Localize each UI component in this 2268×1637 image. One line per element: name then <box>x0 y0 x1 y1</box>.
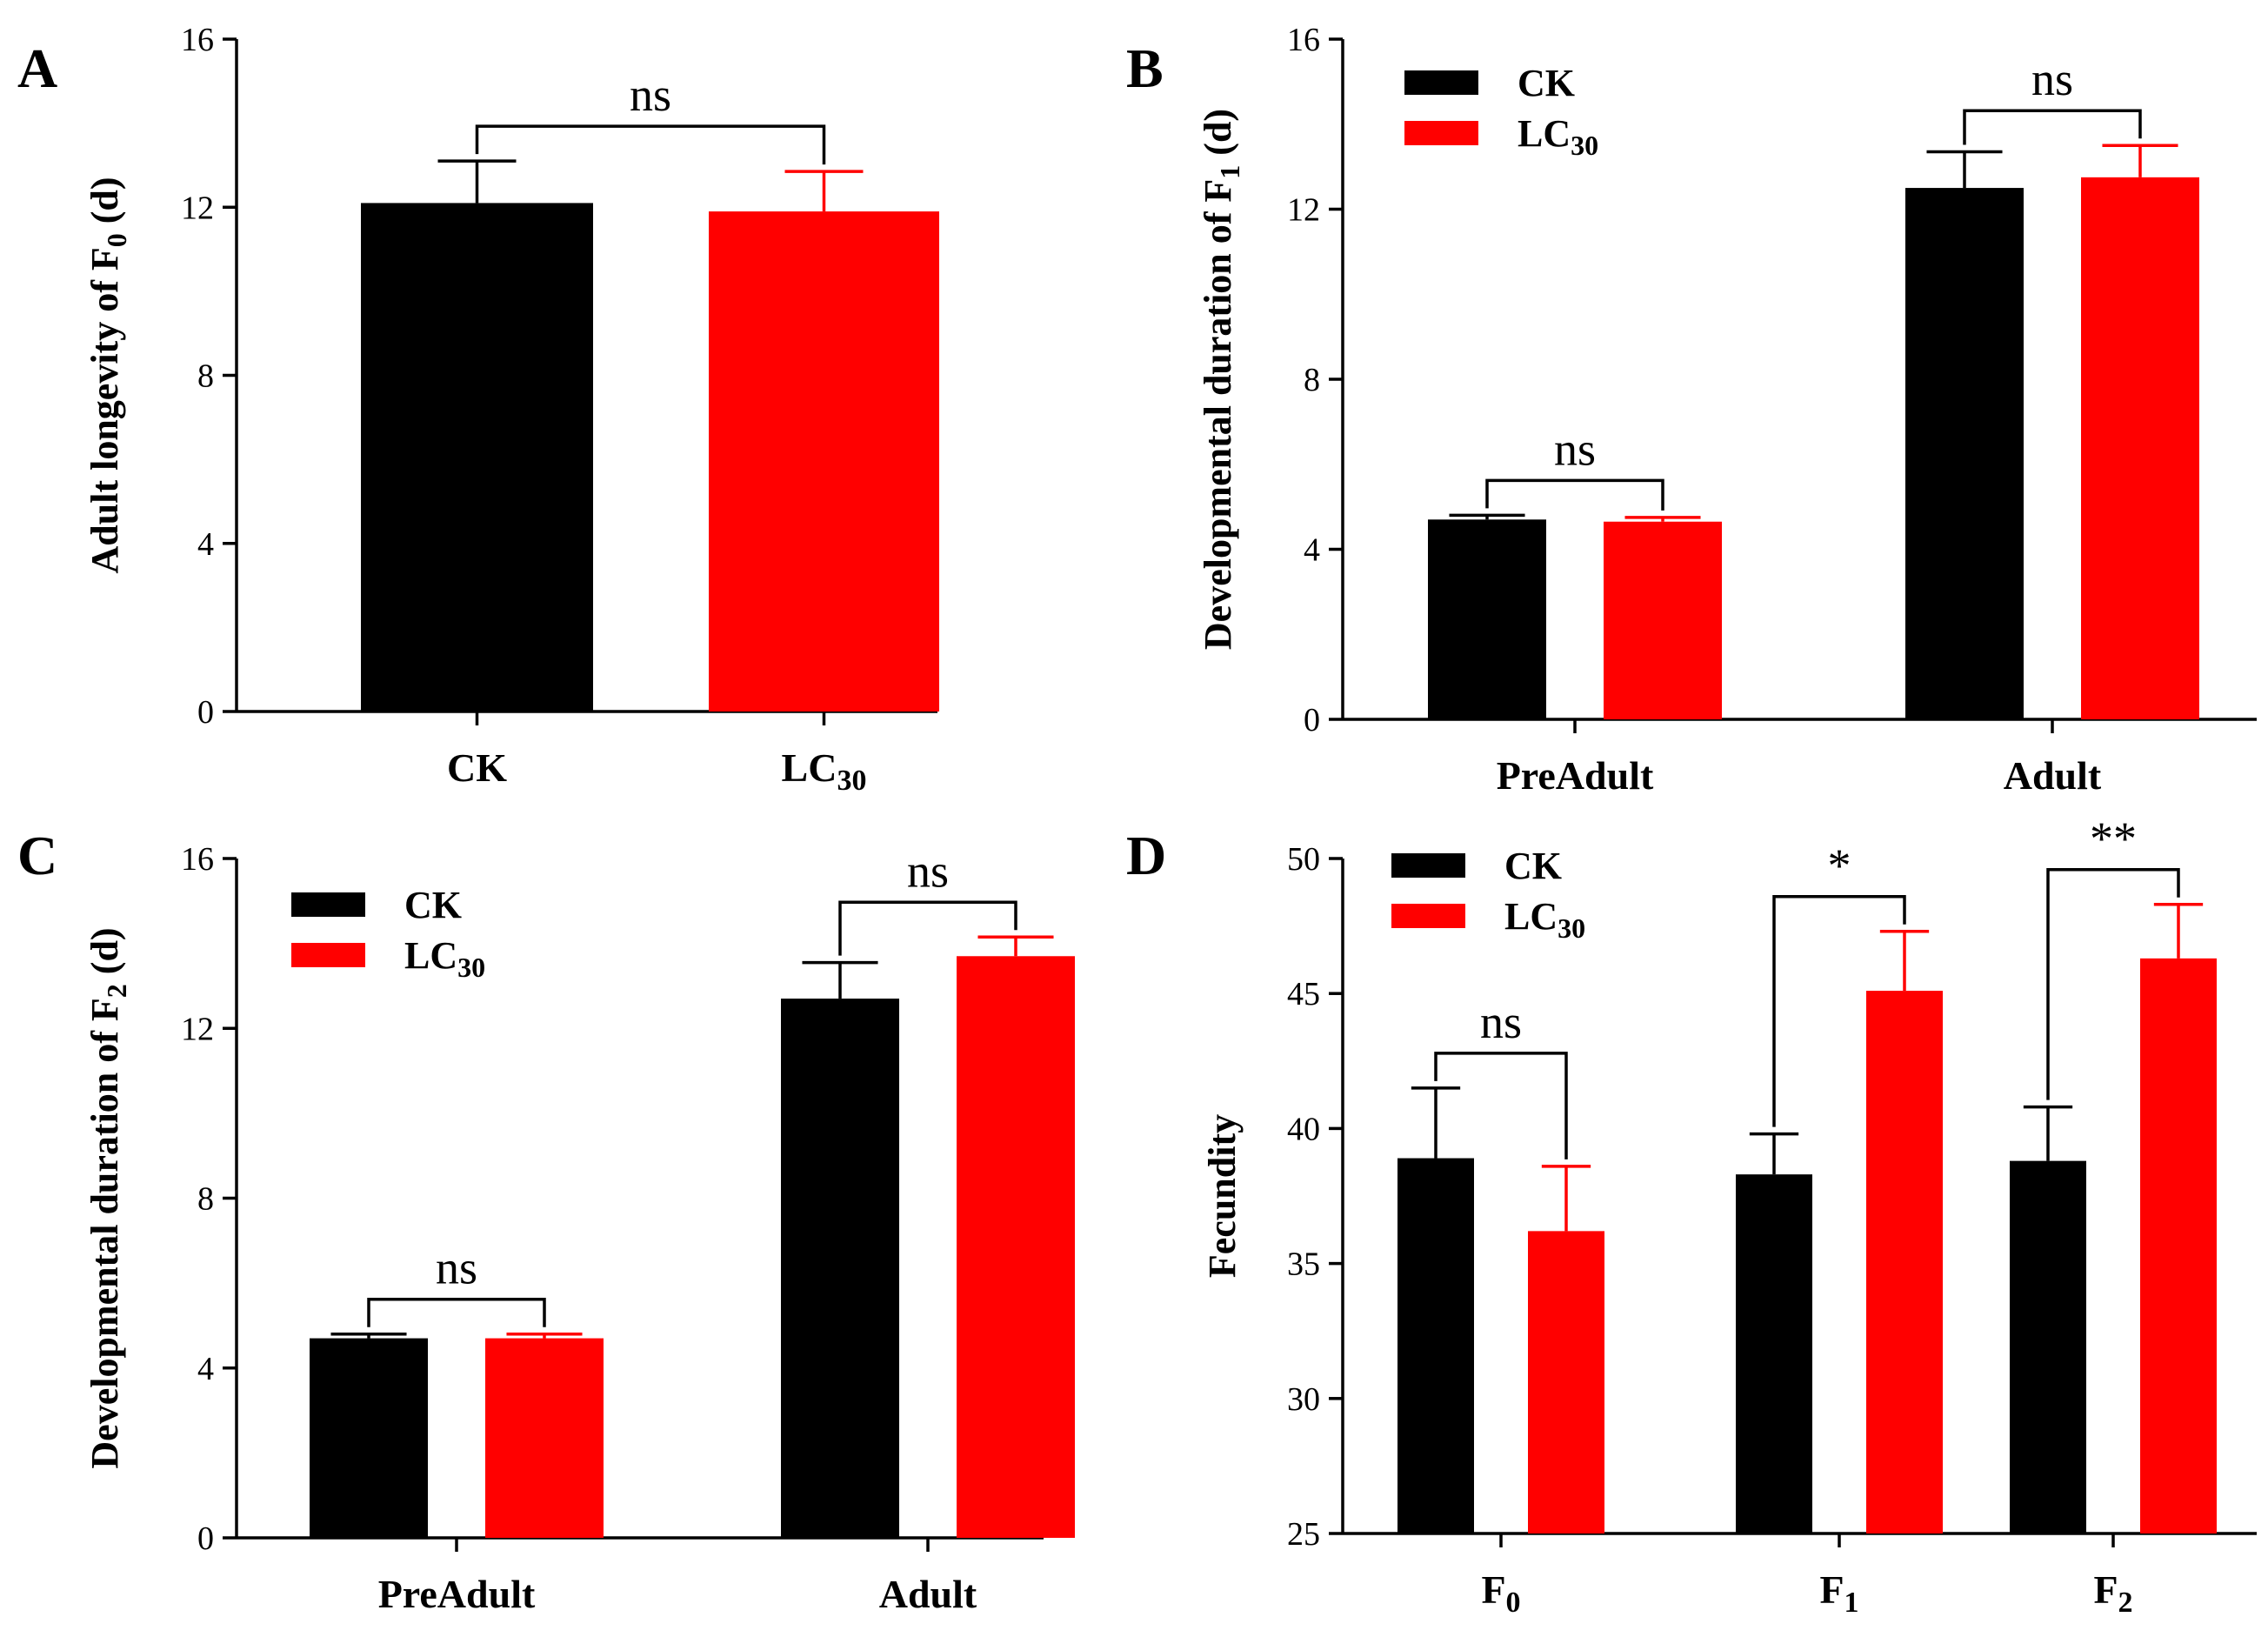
y-tick-label: 16 <box>181 841 214 878</box>
legend-label: LC30 <box>1504 895 1585 944</box>
y-tick-label: 30 <box>1287 1381 1320 1418</box>
y-axis-title: Fecundity <box>1201 1114 1244 1278</box>
significance-bracket <box>1485 478 1664 511</box>
y-tick-label: 0 <box>197 1520 214 1557</box>
bar <box>1604 521 1722 719</box>
bar <box>709 211 939 712</box>
x-tick-label: PreAdult <box>378 1572 536 1616</box>
significance-label: ns <box>2031 53 2073 105</box>
y-axis-title: Developmental duration of F1 (d) <box>1197 109 1245 650</box>
legend: CK LC30 <box>1404 62 1598 161</box>
bar <box>1528 1231 1604 1533</box>
legend: CK LC30 <box>1391 845 1585 944</box>
legend-label: CK <box>404 884 462 926</box>
x-tick-label: F2 <box>2093 1567 2132 1619</box>
significance-bracket <box>2046 868 2180 1100</box>
legend-swatch <box>1391 904 1465 928</box>
legend: CK LC30 <box>291 884 485 983</box>
legend-swatch <box>291 892 365 917</box>
y-tick-label: 4 <box>197 1351 214 1387</box>
bar <box>310 1338 428 1538</box>
significance-label: ns <box>436 1242 477 1294</box>
bar <box>2010 1160 2086 1533</box>
panel-C: C 0 4 8 12 16 Developmental duration of F2 (d)… <box>17 825 1075 1616</box>
bar <box>485 1338 604 1538</box>
legend-label: LC30 <box>1518 112 1598 161</box>
significance-label: ns <box>907 845 949 897</box>
bar <box>1428 519 1546 719</box>
significance-bracket <box>1963 109 2142 145</box>
x-tick-label: Adult <box>879 1572 977 1616</box>
significance-bracket <box>475 124 826 165</box>
bar <box>2081 177 2199 719</box>
y-axis-title: Developmental duration of F2 (d) <box>83 927 132 1468</box>
y-tick-label: 45 <box>1287 976 1320 1012</box>
y-tick-label: 16 <box>1287 22 1320 58</box>
legend-swatch <box>291 943 365 967</box>
panel-label-B: B <box>1126 37 1164 99</box>
bar <box>2140 958 2217 1533</box>
x-tick-label: Adult <box>2004 753 2102 798</box>
y-tick-label: 0 <box>1304 702 1320 738</box>
panel-label-C: C <box>17 825 57 886</box>
y-tick-label: 0 <box>197 694 214 731</box>
y-tick-label: 8 <box>1304 362 1320 398</box>
significance-bracket <box>1434 1052 1568 1159</box>
significance-label: ns <box>1554 423 1596 475</box>
significance-bracket <box>1772 895 1906 1127</box>
legend-label: CK <box>1518 62 1575 104</box>
y-tick-label: 4 <box>197 526 214 563</box>
y-tick-label: 12 <box>1287 192 1320 229</box>
legend-swatch <box>1404 70 1478 95</box>
significance-label: * <box>1828 839 1851 892</box>
bar <box>1905 188 2024 719</box>
legend-swatch <box>1404 121 1478 145</box>
panel-label-D: D <box>1126 825 1166 886</box>
y-axis-title: Adult longevity of F0 (d) <box>83 177 132 573</box>
x-tick-label: F0 <box>1481 1567 1520 1619</box>
significance-label: ** <box>2090 812 2137 865</box>
y-tick-label: 35 <box>1287 1246 1320 1283</box>
panel-label-A: A <box>17 37 57 99</box>
y-tick-label: 8 <box>197 358 214 395</box>
significance-bracket <box>838 900 1017 956</box>
y-tick-label: 40 <box>1287 1111 1320 1147</box>
bar <box>1866 991 1943 1533</box>
y-tick-label: 4 <box>1304 532 1320 569</box>
x-tick-label: LC30 <box>782 745 867 797</box>
bar <box>361 203 593 712</box>
x-tick-label: F1 <box>1819 1567 1858 1619</box>
y-tick-label: 8 <box>197 1181 214 1218</box>
y-tick-label: 12 <box>181 1011 214 1047</box>
significance-label: ns <box>630 69 671 121</box>
x-tick-label: CK <box>447 745 507 790</box>
bar <box>957 956 1075 1538</box>
significance-bracket <box>367 1297 546 1327</box>
legend-label: CK <box>1504 845 1562 887</box>
significance-label: ns <box>1480 996 1522 1048</box>
legend-label: LC30 <box>404 934 485 983</box>
y-tick-label: 16 <box>181 22 214 58</box>
bar <box>781 999 899 1538</box>
y-tick-label: 12 <box>181 190 214 226</box>
y-tick-label: 50 <box>1287 841 1320 878</box>
panel-A: A 0 4 8 12 16 Adult longevity of F0 (d) CK LC30 n… <box>17 22 939 797</box>
y-tick-label: 25 <box>1287 1516 1320 1553</box>
x-tick-label: PreAdult <box>1497 753 1654 798</box>
panel-B: B 0 4 8 12 16 Developmental duration of F1 (d)… <box>1126 22 2257 798</box>
legend-swatch <box>1391 853 1465 878</box>
bar <box>1736 1174 1812 1533</box>
bar <box>1397 1158 1474 1533</box>
